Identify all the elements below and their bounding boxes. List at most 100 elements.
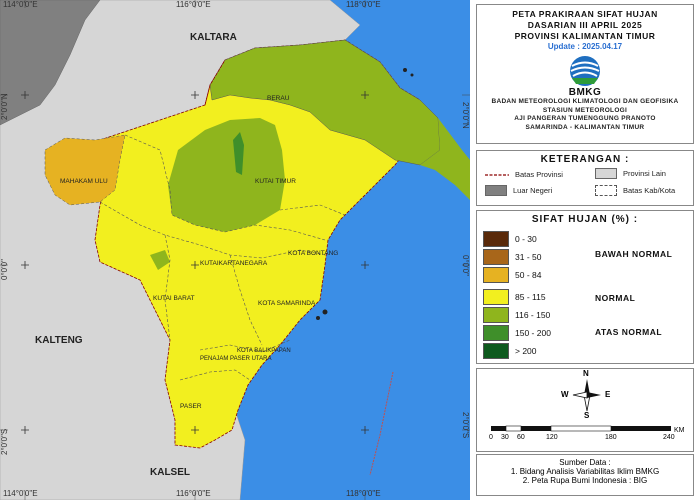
range-swatch (483, 289, 509, 305)
range-label: 85 - 115 (515, 292, 546, 302)
range-swatch (483, 231, 509, 247)
scale-tick: 30 (501, 434, 509, 441)
range-row: 85 - 115 (483, 289, 546, 305)
legend-batas-provinsi-label: Batas Provinsi (515, 170, 563, 179)
range-swatch (483, 249, 509, 265)
grid-label-left: 2°0'0"N (0, 93, 9, 120)
grid-label-top: 114°0'0"E (3, 0, 38, 9)
legend-batas-provinsi: Batas Provinsi (485, 170, 563, 179)
scale-tick: 0 (489, 434, 493, 441)
legend-batas-kab: Batas Kab/Kota (595, 185, 675, 196)
scale-bar-graphic (491, 425, 671, 432)
label-berau: BERAU (267, 95, 290, 102)
compass-n: N (583, 369, 589, 378)
range-row: 0 - 30 (483, 231, 537, 247)
scale-tick: 240 (663, 434, 675, 441)
range-row: 116 - 150 (483, 307, 550, 323)
sources-panel: Sumber Data : 1. Bidang Analisis Variabi… (476, 454, 694, 496)
range-swatch (483, 325, 509, 341)
grid-crosses (21, 91, 369, 434)
category-atas-normal: ATAS NORMAL (595, 327, 663, 337)
label-kota-samarinda: KOTA SAMARINDA (258, 300, 316, 307)
grid-label-bottom: 118°0'0"E (346, 489, 381, 498)
agency-line-2: STASIUN METEOROLOGI (542, 106, 628, 114)
label-kutai-timur: KUTAI TIMUR (255, 178, 296, 185)
sources-line-2: 2. Peta Rupa Bumi Indonesia : BIG (522, 476, 648, 485)
region-150-200-area (233, 132, 244, 175)
label-kalteng: KALTENG (35, 335, 83, 346)
island-marker (403, 68, 407, 72)
label-kalsel: KALSEL (150, 467, 190, 478)
label-penajam-paser-utara: PENAJAM PASER UTARA (200, 356, 271, 362)
range-row: 50 - 84 (483, 267, 541, 283)
label-kota-balikpapan: KOTA BALIKPAPAN (237, 348, 291, 354)
compass-e: E (605, 390, 611, 399)
range-swatch (483, 267, 509, 283)
compass-icon (572, 379, 601, 412)
legend-panel: KETERANGAN : Batas Provinsi Provinsi Lai… (476, 150, 694, 206)
label-mahakam-ulu: MAHAKAM ULU (60, 178, 108, 185)
logo-text: BMKG (568, 87, 602, 98)
scale-tick: 120 (546, 434, 558, 441)
label-kaltara: KALTARA (190, 32, 237, 43)
compass-scale-panel: N S W E 0 30 60 120 180 240 KM (476, 368, 694, 452)
range-label: 50 - 84 (515, 270, 542, 280)
range-row: > 200 (483, 343, 537, 359)
scale-tick: 180 (605, 434, 617, 441)
update-date: Update : 2025.04.17 (547, 42, 623, 51)
range-label: 150 - 200 (515, 328, 551, 338)
bmkg-logo (563, 54, 607, 88)
grid-label-bottom: 116°0'0"E (176, 489, 211, 498)
agency-line-3: AJI PANGERAN TUMENGGUNG PRANOTO (514, 115, 656, 122)
sources-header: Sumber Data : (559, 458, 611, 467)
title-line-3: PROVINSI KALIMANTAN TIMUR (514, 31, 656, 41)
region-50-84-area (44, 134, 126, 206)
title-panel: PETA PRAKIRAAN SIFAT HUJAN DASARIAN III … (476, 4, 694, 144)
agency-line-1: BADAN METEOROLOGI KLIMATOLOGI DAN GEOFIS… (491, 98, 679, 105)
region-116-150-area (209, 39, 441, 166)
province-kaltim-area (94, 39, 431, 449)
label-kutai-kartanegara: KUTAIKARTANEGARA (200, 260, 268, 267)
legend-provinsi-lain-label: Provinsi Lain (623, 169, 666, 178)
range-label: > 200 (515, 346, 537, 356)
island-marker (410, 73, 414, 77)
provinsi-lain-swatch (595, 168, 617, 179)
grid-label-right: 2°0'0"S (461, 412, 470, 439)
sources-line-1: 1. Bidang Analisis Variabilitas Iklim BM… (510, 467, 660, 476)
scale-bar: 0 30 60 120 180 240 KM (489, 425, 685, 449)
compass-s: S (584, 411, 590, 420)
legend-luar-negeri-label: Luar Negeri (513, 186, 553, 195)
range-label: 31 - 50 (515, 252, 542, 262)
sifat-hujan-header: SIFAT HUJAN (%) : (531, 214, 639, 225)
grid-label-top: 116°0'0"E (176, 0, 211, 9)
map-area: KALTARA KALTENG KALSEL BERAU MAHAKAM ULU… (0, 0, 470, 500)
range-swatch (483, 343, 509, 359)
title-line-1: PETA PRAKIRAAN SIFAT HUJAN (512, 9, 658, 19)
luar-negeri-swatch (485, 185, 507, 196)
provincial-boundary-icon (485, 173, 509, 176)
province-boundary-north (204, 59, 226, 106)
scale-tick: 60 (517, 434, 525, 441)
range-label: 116 - 150 (515, 310, 551, 320)
label-kota-bontang: KOTA BONTANG (288, 250, 338, 257)
grid-label-left: 0°0'0" (0, 259, 9, 280)
agency-line-4: SAMARINDA - KALIMANTAN TIMUR (525, 123, 645, 131)
batas-kab-swatch (595, 185, 617, 196)
island-marker (316, 316, 320, 320)
scale-unit: KM (674, 427, 685, 434)
range-row: 150 - 200 (483, 325, 551, 341)
regency-boundaries (99, 134, 346, 381)
category-bawah-normal: BAWAH NORMAL (595, 249, 673, 259)
grid-label-bottom: 114°0'0"E (3, 489, 38, 498)
legend-provinsi-lain: Provinsi Lain (595, 168, 666, 179)
region-116-150-area-east (420, 118, 470, 200)
grid-label-right: 2°0'0"N (461, 102, 470, 129)
range-row: 31 - 50 (483, 249, 541, 265)
grid-label-top: 118°0'0"E (346, 0, 381, 9)
label-paser: PASER (180, 403, 202, 410)
graticule (0, 0, 470, 500)
range-label: 0 - 30 (515, 234, 537, 244)
legend-luar-negeri: Luar Negeri (485, 185, 552, 196)
grid-label-right: 0°0'0" (461, 255, 470, 276)
range-swatch (483, 307, 509, 323)
